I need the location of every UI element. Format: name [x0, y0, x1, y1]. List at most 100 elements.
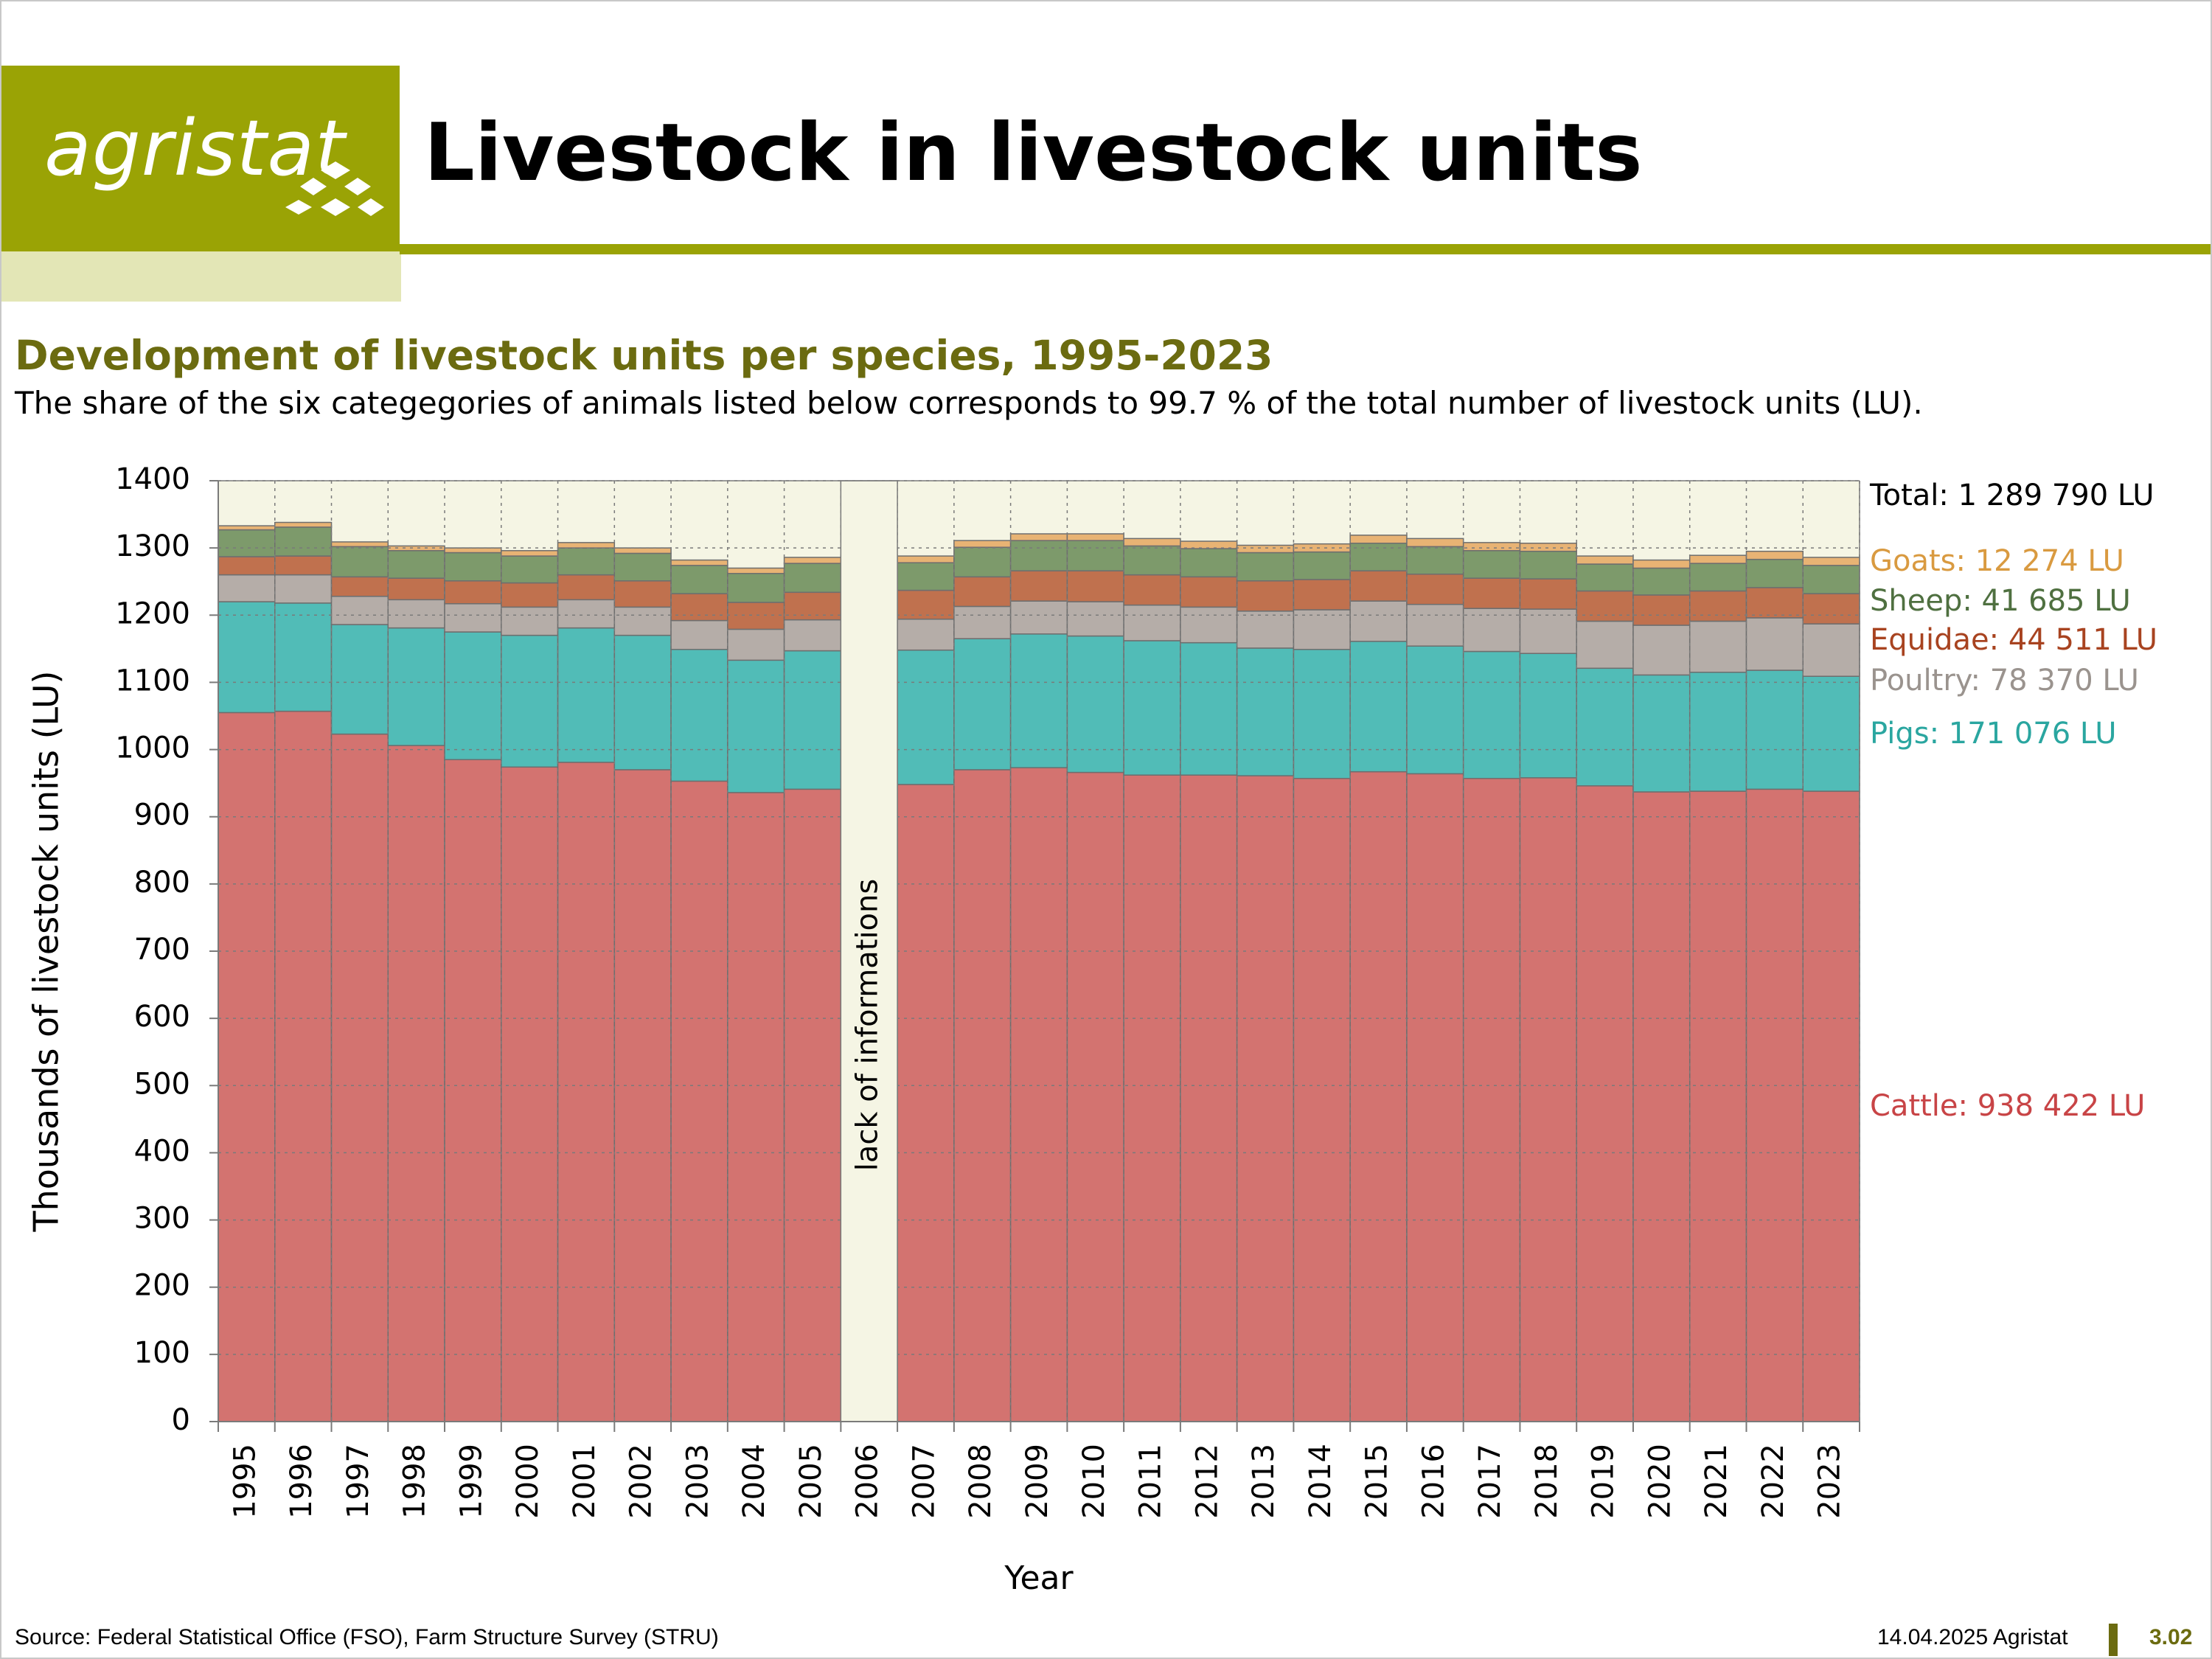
bar-goats-2023 [1802, 557, 1860, 566]
page-number: 3.02 [2149, 1625, 2193, 1649]
bar-goats-2022 [1745, 550, 1804, 560]
y-tick-label-1100: 1100 [115, 664, 190, 698]
bar-pigs-2005 [783, 650, 842, 790]
bar-pigs-2009 [1009, 633, 1068, 768]
bar-cattle-2001 [557, 762, 616, 1422]
bar-poultry-2018 [1519, 608, 1577, 654]
bar-poultry-2012 [1180, 606, 1238, 644]
y-axis-title: Thousands of livestock units (LU) [27, 671, 66, 1233]
bar-equidae-2005 [783, 591, 842, 621]
logo-underband [1, 251, 401, 302]
x-tick-label-2005: 2005 [794, 1444, 828, 1519]
gap-label: lack of informations [851, 879, 885, 1171]
bar-cattle-2010 [1066, 771, 1124, 1422]
label-poultry: Poultry: 78 370 LU [1870, 664, 2139, 698]
bar-sheep-1995 [218, 529, 276, 557]
bar-sheep-2007 [897, 562, 955, 591]
bar-goats-2019 [1576, 555, 1634, 565]
bar-goats-2013 [1236, 544, 1295, 554]
bar-pigs-2015 [1349, 641, 1408, 773]
bar-equidae-2000 [501, 582, 559, 608]
bar-goats-2021 [1688, 554, 1747, 564]
bar-cattle-2014 [1293, 778, 1351, 1422]
bar-poultry-1999 [444, 603, 502, 633]
y-tick-label-300: 300 [134, 1202, 190, 1236]
bar-goats-2015 [1349, 535, 1408, 544]
bar-equidae-2001 [557, 574, 616, 601]
bar-cattle-2018 [1519, 777, 1577, 1422]
bar-sheep-2014 [1293, 551, 1351, 580]
bar-cattle-1996 [274, 710, 333, 1422]
bar-poultry-2010 [1066, 601, 1124, 637]
y-tick-label-1300: 1300 [115, 529, 190, 563]
bar-pigs-2014 [1293, 649, 1351, 779]
bar-pigs-1996 [274, 602, 333, 712]
bar-cattle-1998 [387, 745, 445, 1422]
bar-cattle-2005 [783, 788, 842, 1422]
bar-sheep-2005 [783, 563, 842, 594]
label-equidae: Equidae: 44 511 LU [1870, 623, 2157, 657]
bar-sheep-1996 [274, 526, 333, 557]
bar-equidae-2008 [953, 576, 1012, 608]
bar-equidae-2017 [1462, 577, 1521, 609]
bar-goats-2018 [1519, 543, 1577, 552]
bar-sheep-2022 [1745, 558, 1804, 588]
x-tick-label-2019: 2019 [1587, 1444, 1621, 1519]
bar-goats-1996 [274, 521, 333, 528]
bar-poultry-1998 [387, 599, 445, 629]
bar-poultry-2014 [1293, 609, 1351, 650]
bar-sheep-2018 [1519, 550, 1577, 580]
bar-sheep-2010 [1066, 540, 1124, 571]
bar-cattle-1995 [218, 712, 276, 1422]
chart-title: Development of livestock units per speci… [15, 332, 1273, 379]
y-tick-label-800: 800 [134, 866, 190, 900]
bar-poultry-2003 [670, 619, 728, 650]
bar-sheep-2016 [1406, 546, 1464, 575]
bar-goats-2002 [613, 547, 672, 554]
footer-date: 14.04.2025 Agristat [1877, 1625, 2068, 1649]
bar-sheep-2011 [1123, 545, 1181, 576]
x-tick-label-2011: 2011 [1134, 1444, 1168, 1519]
bar-sheep-2012 [1180, 548, 1238, 578]
x-tick-label-2000: 2000 [511, 1444, 545, 1519]
bar-sheep-2008 [953, 546, 1012, 578]
x-tick-label-2006: 2006 [851, 1444, 885, 1519]
bar-sheep-1997 [330, 546, 389, 578]
bar-pigs-2022 [1745, 669, 1804, 790]
bar-cattle-2012 [1180, 774, 1238, 1422]
y-tick-label-500: 500 [134, 1067, 190, 1101]
y-tick-label-1000: 1000 [115, 731, 190, 765]
bar-equidae-2023 [1802, 593, 1860, 625]
bar-sheep-2017 [1462, 550, 1521, 579]
bar-goats-2009 [1009, 533, 1068, 541]
y-tick-label-900: 900 [134, 799, 190, 832]
bar-cattle-2000 [501, 766, 559, 1422]
bar-poultry-1997 [330, 596, 389, 625]
bar-equidae-1995 [218, 556, 276, 576]
bar-pigs-1997 [330, 624, 389, 735]
bar-poultry-1995 [218, 574, 276, 602]
x-tick-label-2013: 2013 [1247, 1444, 1281, 1519]
bar-sheep-2013 [1236, 552, 1295, 582]
bar-poultry-2013 [1236, 611, 1295, 649]
bar-cattle-2004 [727, 792, 785, 1422]
x-tick-label-1997: 1997 [341, 1444, 375, 1519]
bar-equidae-1997 [330, 576, 389, 597]
bar-sheep-2003 [670, 565, 728, 594]
y-tick-label-1400: 1400 [115, 462, 190, 496]
logo-text: agristat [44, 103, 346, 193]
bar-equidae-2004 [727, 602, 785, 630]
y-ticks-group: 0 100 200 300 400 500 600 700 800 900 1000 1100 1200… [115, 462, 218, 1437]
y-tick-label-0: 0 [172, 1403, 190, 1437]
bar-poultry-2009 [1009, 600, 1068, 635]
bar-sheep-1999 [444, 552, 502, 582]
bar-equidae-1999 [444, 580, 502, 605]
page-title: Livestock in livestock units [424, 107, 1643, 199]
bar-pigs-2023 [1802, 675, 1860, 792]
x-tick-label-2016: 2016 [1416, 1444, 1450, 1519]
logo-box [1, 66, 400, 251]
y-tick-label-100: 100 [134, 1336, 190, 1370]
bar-poultry-2020 [1632, 625, 1691, 676]
bar-goats-1999 [444, 547, 502, 554]
